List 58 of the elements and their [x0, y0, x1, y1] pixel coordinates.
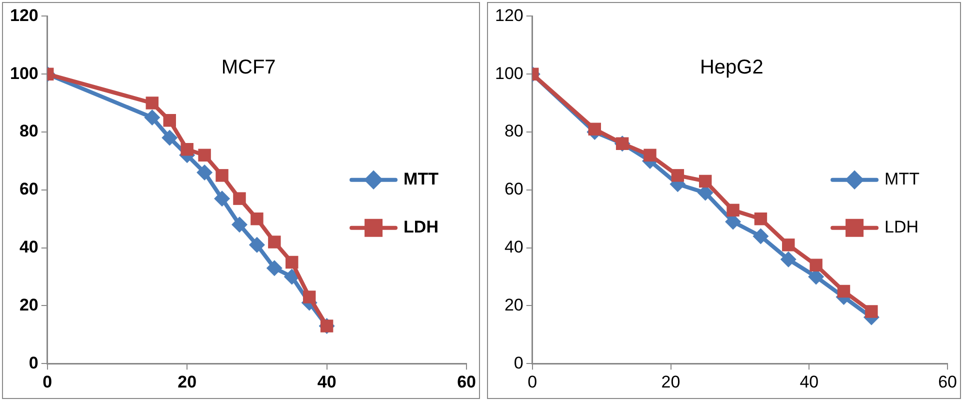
- point: [162, 130, 178, 146]
- y-tick-label: 60: [504, 180, 524, 199]
- point: [248, 236, 265, 253]
- point: [752, 228, 769, 244]
- legend-label: MTT: [884, 170, 920, 189]
- y-tick-label: 120: [10, 6, 38, 25]
- point: [782, 238, 795, 252]
- point: [163, 114, 176, 127]
- text: MCF7: [221, 56, 276, 79]
- point: [180, 143, 194, 156]
- point: [250, 212, 264, 226]
- point: [754, 212, 768, 226]
- y-tick-label: 20: [19, 295, 38, 314]
- point: [146, 96, 159, 110]
- point: [837, 284, 850, 298]
- point: [231, 216, 248, 233]
- point: [810, 258, 822, 272]
- point: [671, 169, 684, 182]
- y-tick-label: 80: [504, 122, 524, 141]
- point: [588, 122, 602, 136]
- x-tick-label: 0: [42, 372, 52, 392]
- point: [302, 290, 316, 304]
- point: [780, 251, 796, 268]
- point: [268, 236, 281, 248]
- point: [233, 192, 246, 205]
- y-tick-label: 0: [28, 353, 38, 372]
- legend-label: MTT: [404, 170, 440, 189]
- point: [196, 164, 213, 181]
- point: [698, 174, 712, 188]
- y-tick-label: 100: [494, 64, 524, 83]
- y-tick-label: 20: [504, 295, 524, 314]
- legend-label: LDH: [404, 218, 438, 237]
- x-tick-label: 40: [317, 372, 336, 392]
- y-tick-label: 80: [19, 122, 38, 141]
- point: [284, 268, 300, 285]
- y-tick-label: 0: [514, 353, 524, 372]
- y-tick-label: 100: [10, 64, 38, 83]
- x-tick-label: 0: [528, 372, 538, 392]
- point: [644, 148, 656, 162]
- point: [214, 190, 230, 207]
- point: [216, 169, 228, 182]
- point: [865, 305, 878, 318]
- text: HepG2: [700, 56, 764, 79]
- point: [144, 110, 160, 126]
- point: [266, 260, 282, 276]
- y-tick-label: 120: [494, 6, 524, 25]
- point: [726, 204, 740, 217]
- point: [286, 256, 298, 269]
- x-tick-label: 60: [457, 372, 476, 392]
- y-tick-label: 40: [19, 237, 38, 256]
- x-tick-label: 20: [178, 372, 197, 392]
- y-tick-label: 60: [19, 180, 38, 199]
- x-tick-label: 40: [800, 372, 819, 392]
- legend-label: LDH: [884, 218, 919, 237]
- x-tick-label: 20: [661, 372, 680, 392]
- y-tick-label: 40: [504, 237, 524, 256]
- x-tick-label: 60: [938, 372, 958, 392]
- point: [198, 148, 211, 162]
